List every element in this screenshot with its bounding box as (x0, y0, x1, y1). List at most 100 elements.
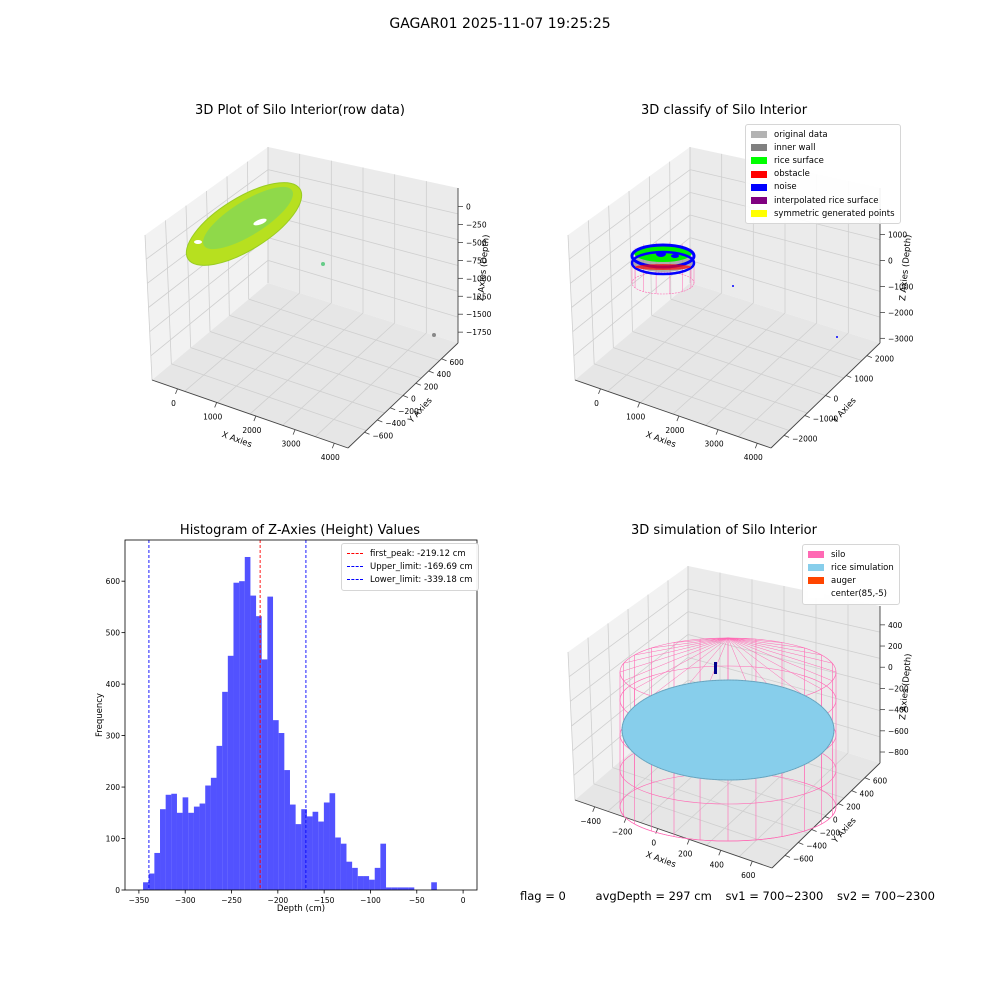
legend-entry: symmetric generated points (751, 207, 895, 220)
histogram-bar (284, 770, 290, 890)
histogram-bar (386, 887, 392, 890)
gridline (568, 169, 691, 260)
y-tick-label: −200 (398, 407, 419, 416)
y-tick-label: 1000 (854, 375, 873, 384)
x-axis-line (151, 379, 349, 449)
silo-ring-front (619, 806, 837, 842)
y-tick-label: 600 (106, 577, 121, 586)
x-tick-label: −400 (580, 817, 601, 826)
figure-suptitle: GAGAR01 2025-11-07 19:25:25 (389, 16, 611, 32)
pane-left (568, 147, 690, 380)
legend-entry: center(85,-5) (808, 588, 894, 601)
z-tick-label: −600 (888, 727, 909, 736)
histogram-bar (346, 861, 353, 890)
legend-swatch (751, 144, 767, 152)
y-tick-label: −600 (793, 854, 814, 863)
silo-wire-bottom (631, 271, 695, 295)
legend-swatch (808, 551, 824, 559)
z-tick-label: −2000 (888, 308, 914, 317)
histogram-bar (357, 876, 364, 890)
histogram-bar (188, 812, 194, 890)
x-tick-label: −150 (314, 896, 335, 905)
histogram-bar (335, 837, 341, 890)
histogram-bar (301, 809, 307, 890)
x-tick (292, 429, 296, 435)
y-tick-label: −400 (806, 841, 827, 850)
sv1-value: sv1 = 700~2300 (725, 889, 824, 903)
histogram-bar (363, 876, 370, 890)
pane-floor (575, 283, 880, 448)
histogram-bar (312, 811, 319, 890)
histogram-bar (154, 852, 161, 890)
silo-roof-wire (727, 637, 822, 656)
histogram-bar (227, 655, 234, 890)
x-axis-label: X Axies (644, 850, 677, 870)
histogram-axes: −350 −300 −250 −200 −150 −100 −50 0 0 100 200 300 40… (95, 539, 478, 914)
x-tick (637, 402, 641, 408)
auger (714, 662, 717, 674)
x-tick-label: −100 (360, 896, 381, 905)
z-tick-label: 0 (888, 256, 893, 265)
status-line: flag = 0 avgDepth = 297 cm sv1 = 700~230… (520, 889, 945, 903)
y-tick (866, 355, 873, 358)
obstacle-points (635, 264, 691, 270)
silo-roof-wire (727, 637, 805, 697)
silo-roof-wire (727, 637, 833, 664)
silo-roof-wire (634, 637, 729, 690)
y-tick (364, 431, 370, 435)
legend-swatch (751, 157, 767, 165)
legend-label: Lower_limit: -339.18 cm (370, 574, 473, 585)
z-tick-label: −1250 (466, 292, 492, 301)
y-tick-label: 300 (106, 732, 121, 741)
x-tick-label: 600 (741, 871, 756, 880)
gridline (687, 611, 881, 659)
y-axis-label: Frequency (95, 693, 105, 737)
histogram-bar (171, 793, 177, 890)
gridline (150, 260, 269, 357)
z-tick-label: −1750 (466, 328, 492, 337)
histogram-bar (340, 843, 347, 890)
simulation-legend: silo rice simulation auger center(85,-5) (802, 544, 900, 605)
legend-entry: original data (751, 128, 895, 141)
x-tick-label: −200 (268, 896, 289, 905)
y-tick-label: 500 (106, 629, 121, 638)
x-tick (175, 388, 178, 394)
gridline (267, 237, 459, 292)
gridline (145, 169, 269, 260)
legend-swatch (808, 577, 824, 585)
legend-entry: silo (808, 548, 894, 561)
legend-entry: interpolated rice surface (751, 194, 895, 207)
x-tick-label: 1000 (203, 412, 222, 421)
z-tick-label: −1000 (466, 274, 492, 283)
histogram-bar (182, 797, 189, 890)
silo-roof-wire (623, 637, 729, 682)
plot-frame (124, 539, 478, 891)
x-axis-line (574, 799, 773, 869)
silo-roof-wire (727, 637, 822, 690)
histogram-bar (295, 824, 302, 890)
legend-label: auger (831, 575, 856, 586)
histogram-bar (210, 777, 217, 890)
legend-entry: first_peak: -219.12 cm (347, 547, 473, 560)
histogram-bar (397, 887, 403, 890)
gridline (267, 214, 459, 266)
legend-label: noise (774, 182, 797, 193)
y-tick (864, 777, 871, 781)
y-tick-label: 0 (115, 886, 120, 895)
histogram-bar (402, 887, 409, 890)
y-tick (415, 382, 421, 386)
simulation-3d-axes: −400 −200 0 200 400 600 600 400 200 0 −200 −400 −600… (567, 566, 914, 880)
y-tick (784, 855, 791, 858)
raw-plot-title: 3D Plot of Silo Interior(row data) (195, 103, 405, 118)
silo-roof-wire (634, 637, 729, 656)
histogram-bar (250, 595, 257, 890)
legend-label: rice simulation (831, 562, 894, 573)
histogram-bar (199, 803, 206, 890)
histogram-bar (391, 887, 398, 890)
z-tick-label: 200 (888, 642, 903, 651)
classify-legend: original data inner wall rice surface obsta… (745, 124, 901, 225)
raw-3d-axes: 010002000300040006004002000−200−400−6000… (144, 147, 492, 462)
y-tick-label: 400 (860, 790, 875, 799)
x-tick-label: 3000 (705, 440, 724, 449)
